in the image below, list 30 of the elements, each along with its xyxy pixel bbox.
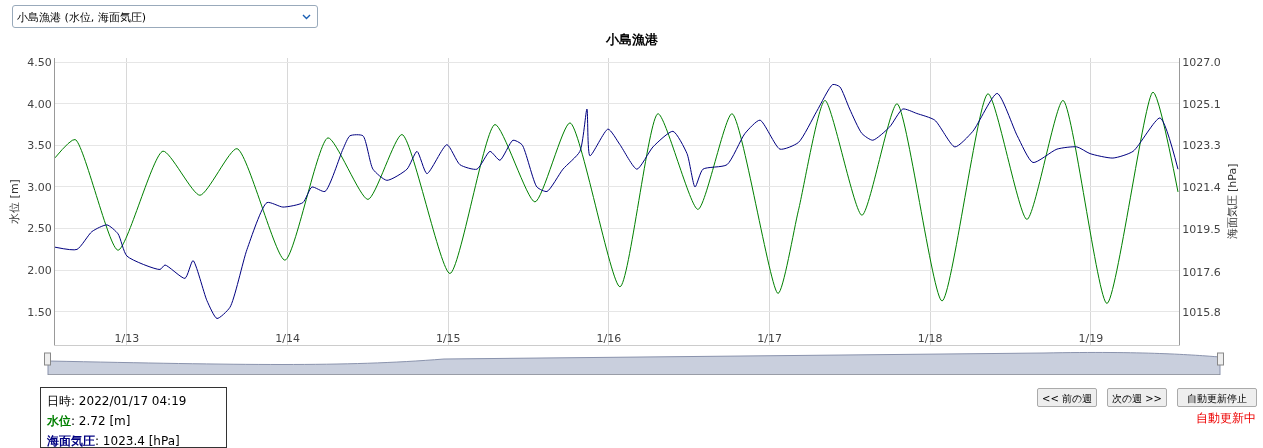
x-tick-label: 1/13 [114,332,140,345]
button: << 前の週 [1037,388,1097,407]
y-tick-label: 2.50 [27,222,52,236]
x-tick-label: 1/17 [757,332,782,345]
y-tick-label: 2.00 [27,263,52,277]
y-tick-label: 3.50 [27,139,52,153]
text: 自動更新中 [1196,410,1256,427]
y-tick-label: 3.00 [27,180,52,194]
x-tick-label: 1/19 [1078,332,1104,345]
x-tick-label: 1/15 [435,332,461,345]
x-tick-label: 1/18 [917,332,943,345]
y-tick-label: 4.00 [27,97,52,111]
y2-tick-label: 1015.8 [1182,305,1221,319]
x-tick-label: 1/16 [596,332,622,345]
y2-tick-label: 1017.6 [1182,265,1221,279]
button: 次の週 >> [1107,388,1167,407]
y-axis-title: 水位 [m] [7,179,21,224]
y2-tick-label: 1019.5 [1182,223,1221,237]
y-tick-label: 1.50 [27,305,52,319]
chart-title: 小島漁港 [604,31,659,47]
y2-tick-label: 1021.4 [1182,180,1221,194]
y2-tick-label: 1023.3 [1182,138,1221,152]
button: 自動更新停止 [1177,388,1257,407]
info-box: 日時: 2022/01/17 04:19 水位: 2.72 [m] 海面気圧: 1023.4 [hPa] [40,387,227,448]
y2-axis-title: 海面気圧 [hPa] [1225,163,1239,240]
x-tick-label: 1/14 [275,332,300,345]
y2-tick-label: 1027.0 [1182,56,1221,70]
y-tick-label: 4.50 [27,56,52,70]
y2-tick-label: 1025.1 [1182,98,1221,112]
dropdown: 小島漁港 (水位, 海面気圧) [12,5,318,28]
